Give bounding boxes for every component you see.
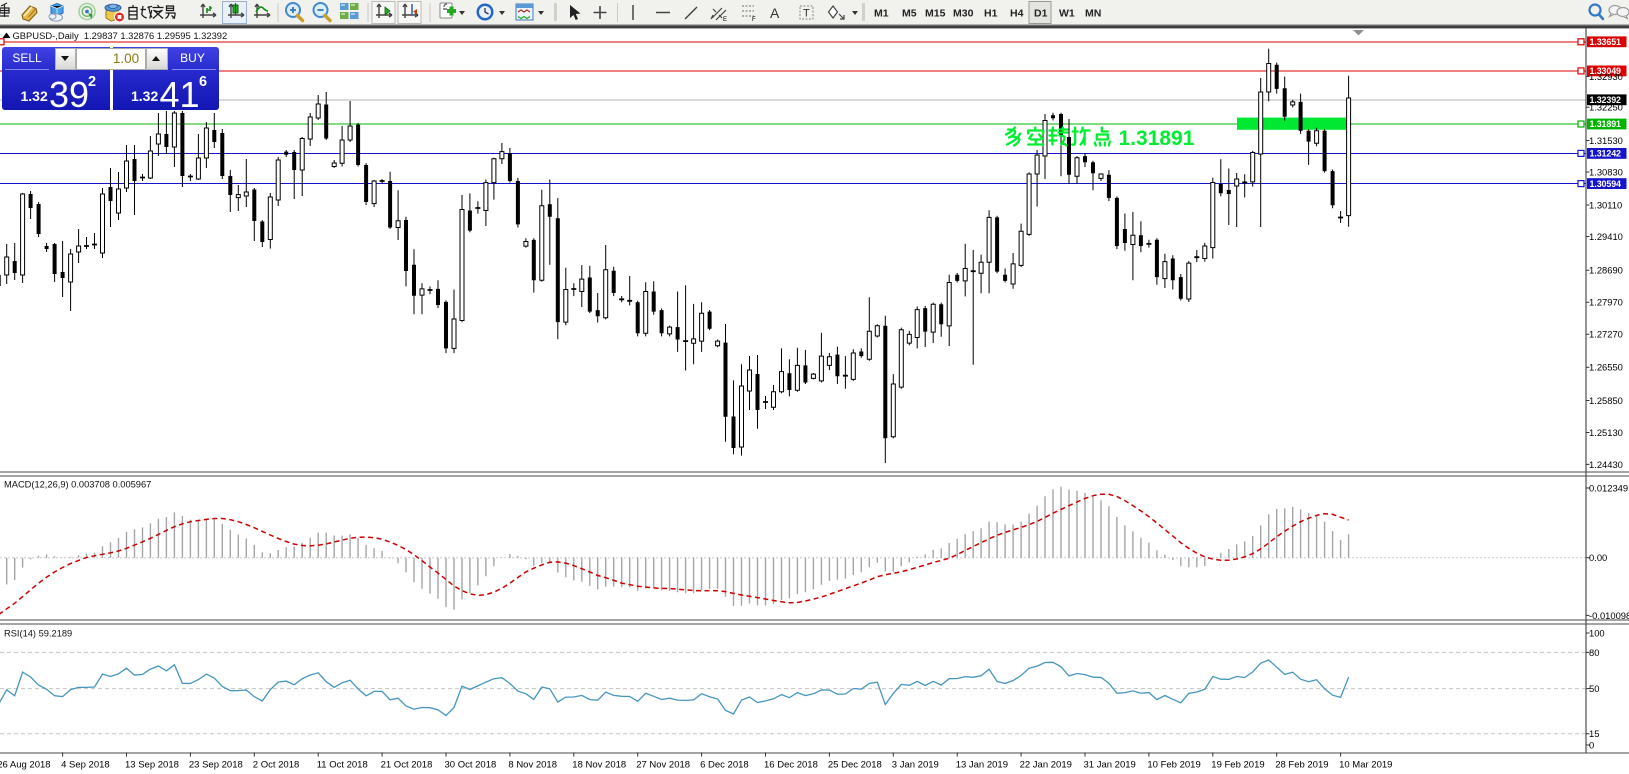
svg-text:1.25850: 1.25850 xyxy=(1589,395,1623,406)
svg-text:H1: H1 xyxy=(984,8,998,20)
svg-text:H4: H4 xyxy=(1010,8,1024,20)
svg-text:E: E xyxy=(723,17,727,23)
svg-text:1.31242: 1.31242 xyxy=(1590,149,1622,159)
svg-text:1.25130: 1.25130 xyxy=(1589,427,1623,438)
svg-text:M30: M30 xyxy=(953,8,974,20)
svg-text:T: T xyxy=(803,8,810,20)
svg-text:21 Oct 2018: 21 Oct 2018 xyxy=(381,759,433,770)
svg-text:1.30594: 1.30594 xyxy=(1590,179,1622,189)
svg-text:1.32250: 1.32250 xyxy=(1589,102,1623,113)
svg-text:8 Nov 2018: 8 Nov 2018 xyxy=(508,759,557,770)
svg-text:1.26550: 1.26550 xyxy=(1589,362,1623,373)
svg-text:10 Feb 2019: 10 Feb 2019 xyxy=(1147,759,1200,770)
svg-text:1.32930: 1.32930 xyxy=(1589,71,1623,82)
svg-text:1.31530: 1.31530 xyxy=(1589,135,1623,146)
svg-text:11 Oct 2018: 11 Oct 2018 xyxy=(317,759,368,770)
svg-text:3 Jan 2019: 3 Jan 2019 xyxy=(892,759,939,770)
svg-text:25 Dec 2018: 25 Dec 2018 xyxy=(828,759,882,770)
svg-text:80: 80 xyxy=(1589,647,1599,658)
svg-text:1.30830: 1.30830 xyxy=(1589,166,1623,177)
svg-text:D1: D1 xyxy=(1034,8,1048,20)
svg-text:1.30110: 1.30110 xyxy=(1589,199,1622,210)
svg-text:50: 50 xyxy=(1589,683,1599,694)
svg-text:1.28690: 1.28690 xyxy=(1589,265,1623,276)
svg-text:1.32392: 1.32392 xyxy=(1590,95,1622,105)
svg-text:31 Jan 2019: 31 Jan 2019 xyxy=(1084,759,1136,770)
svg-text:1.31891: 1.31891 xyxy=(1590,119,1622,129)
svg-text:0.012349: 0.012349 xyxy=(1589,482,1628,493)
svg-text:1.24430: 1.24430 xyxy=(1589,459,1623,470)
svg-text:W1: W1 xyxy=(1059,8,1075,20)
svg-text:1.33049: 1.33049 xyxy=(1590,66,1622,76)
svg-text:1.27270: 1.27270 xyxy=(1589,329,1623,340)
svg-text:100: 100 xyxy=(1589,627,1605,638)
svg-text:22 Jan 2019: 22 Jan 2019 xyxy=(1020,759,1072,770)
svg-text:13 Sep 2018: 13 Sep 2018 xyxy=(125,759,179,770)
svg-text:M1: M1 xyxy=(874,8,889,20)
svg-text:19 Feb 2019: 19 Feb 2019 xyxy=(1211,759,1264,770)
svg-text:-0.0100982: -0.0100982 xyxy=(1589,610,1629,621)
svg-text:6 Dec 2018: 6 Dec 2018 xyxy=(700,759,749,770)
svg-text:RSI(14) 59.2189: RSI(14) 59.2189 xyxy=(4,629,72,639)
svg-text:13 Jan 2019: 13 Jan 2019 xyxy=(956,759,1008,770)
svg-text:0: 0 xyxy=(1589,739,1594,750)
svg-text:F: F xyxy=(752,17,756,23)
svg-text:1.29410: 1.29410 xyxy=(1589,231,1623,242)
svg-text:1.27970: 1.27970 xyxy=(1589,297,1623,308)
svg-text:2 Oct 2018: 2 Oct 2018 xyxy=(253,759,299,770)
svg-text:18 Nov 2018: 18 Nov 2018 xyxy=(572,759,626,770)
svg-text:10 Mar 2019: 10 Mar 2019 xyxy=(1339,759,1392,770)
svg-text:30 Oct 2018: 30 Oct 2018 xyxy=(445,759,497,770)
svg-text:0.00: 0.00 xyxy=(1589,552,1607,563)
svg-text:M15: M15 xyxy=(925,8,946,20)
svg-text:15: 15 xyxy=(1589,728,1599,739)
svg-text:23 Sep 2018: 23 Sep 2018 xyxy=(189,759,243,770)
svg-text:27 Nov 2018: 27 Nov 2018 xyxy=(636,759,690,770)
svg-text:A: A xyxy=(770,5,780,21)
svg-text:28 Feb 2019: 28 Feb 2019 xyxy=(1275,759,1328,770)
svg-text:M5: M5 xyxy=(902,8,917,20)
svg-text:4 Sep 2018: 4 Sep 2018 xyxy=(61,759,110,770)
svg-text:16 Dec 2018: 16 Dec 2018 xyxy=(764,759,818,770)
svg-text:GBPUSD-,Daily 1.29837 1.32876: GBPUSD-,Daily 1.29837 1.32876 1.29595 1.… xyxy=(13,30,228,41)
svg-text:MN: MN xyxy=(1085,8,1101,20)
svg-text:26 Aug 2018: 26 Aug 2018 xyxy=(0,759,51,770)
svg-text:1.31891: 1.31891 xyxy=(1119,127,1195,150)
svg-text:MACD(12,26,9) 0.003708 0.00596: MACD(12,26,9) 0.003708 0.005967 xyxy=(4,480,151,490)
svg-text:1.33651: 1.33651 xyxy=(1590,37,1622,47)
